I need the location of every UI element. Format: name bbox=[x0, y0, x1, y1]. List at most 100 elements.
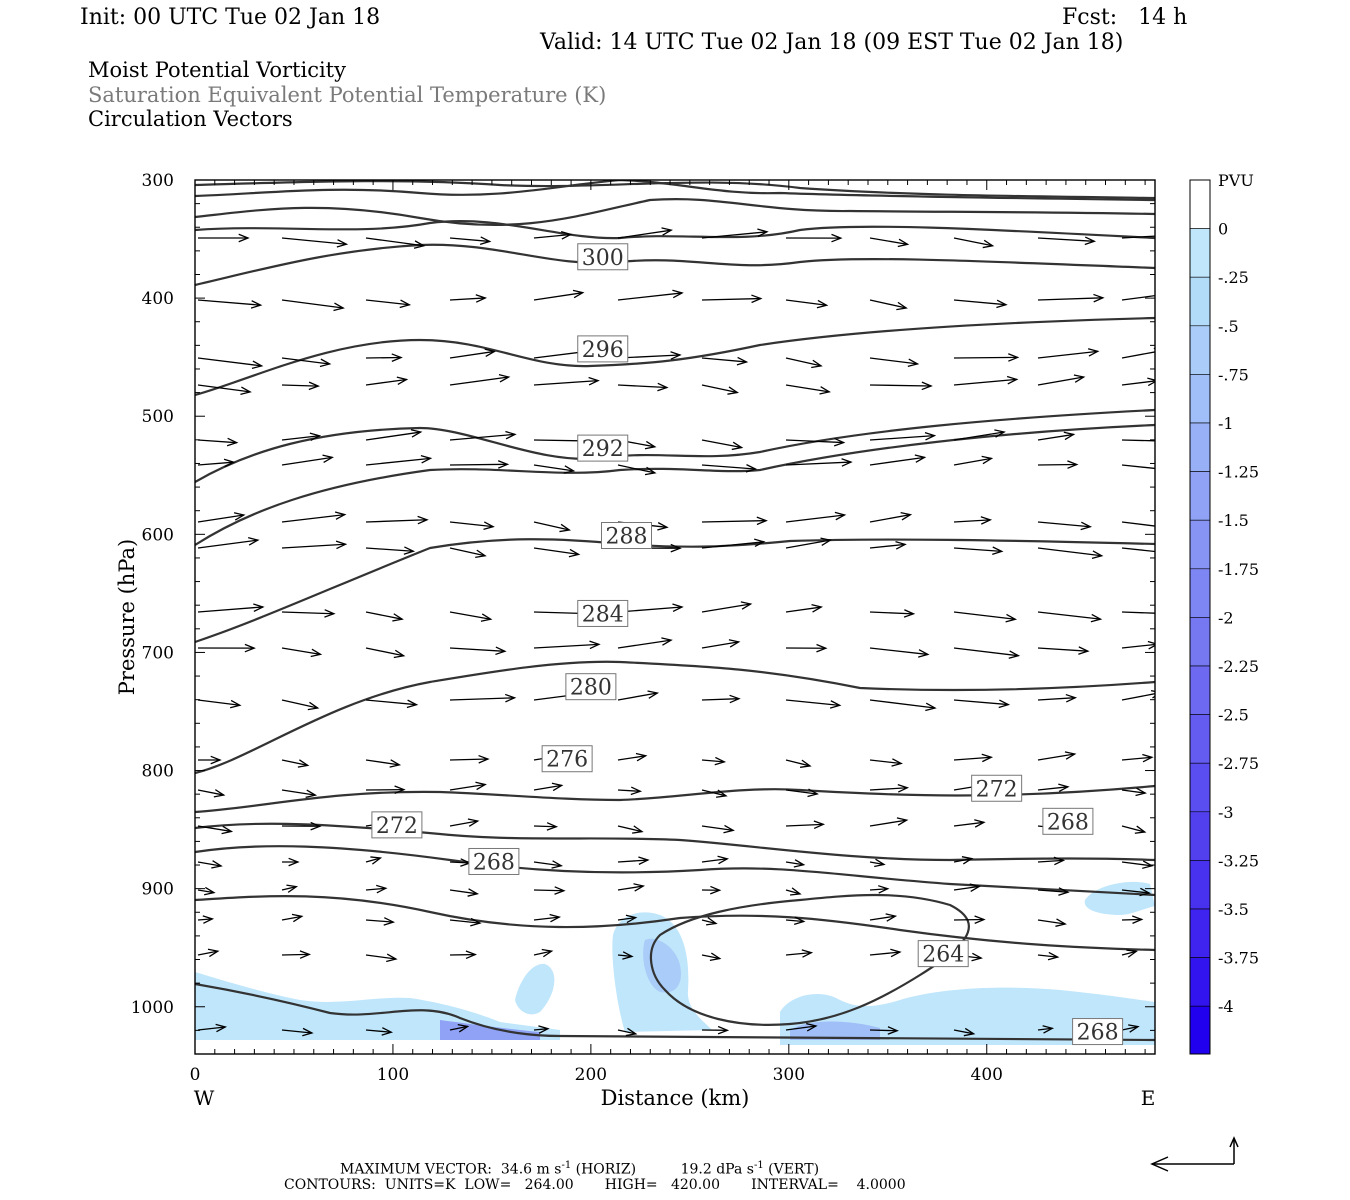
circulation-vector bbox=[281, 857, 300, 867]
x-tick-label: 200 bbox=[575, 1065, 607, 1085]
circulation-vector bbox=[785, 643, 828, 653]
circulation-vector bbox=[701, 756, 727, 766]
colorbar-label: -3.75 bbox=[1218, 949, 1259, 968]
circulation-vector bbox=[617, 603, 684, 613]
circulation-vector bbox=[869, 885, 890, 894]
circulation-vector bbox=[1121, 915, 1144, 925]
contour-line bbox=[195, 197, 1155, 226]
circulation-vector bbox=[1037, 887, 1070, 896]
circulation-vector bbox=[785, 511, 847, 523]
circulation-vector bbox=[953, 429, 1006, 441]
y-tick-label: 600 bbox=[142, 525, 174, 545]
contour-label-box bbox=[577, 434, 629, 462]
circulation-vector bbox=[197, 357, 264, 370]
circulation-vector bbox=[533, 860, 564, 869]
circulation-vector bbox=[449, 294, 488, 303]
circulation-vector bbox=[1037, 547, 1104, 559]
contour-line bbox=[195, 822, 1155, 862]
circulation-vector bbox=[197, 299, 263, 309]
circulation-vector bbox=[449, 547, 487, 559]
circulation-vector bbox=[785, 437, 846, 447]
circulation-vector bbox=[1037, 856, 1066, 866]
circulation-vector bbox=[197, 948, 220, 958]
circulation-vector bbox=[281, 884, 299, 893]
circulation-vector bbox=[785, 299, 829, 309]
x-tick-label: 100 bbox=[377, 1065, 409, 1085]
contour-label-box bbox=[917, 940, 969, 968]
circulation-vector bbox=[785, 233, 843, 243]
circulation-vector bbox=[869, 758, 903, 767]
circulation-vector bbox=[869, 431, 937, 441]
circulation-vector bbox=[197, 886, 216, 896]
circulation-vector bbox=[701, 356, 749, 366]
circulation-vector bbox=[785, 604, 823, 613]
circulation-vector bbox=[533, 822, 559, 831]
circulation-vector bbox=[1121, 825, 1147, 834]
contour-label-box bbox=[601, 522, 653, 550]
circulation-vector bbox=[701, 639, 741, 649]
circulation-vector bbox=[1121, 949, 1138, 958]
colorbar-label: -2.25 bbox=[1218, 657, 1259, 676]
circulation-vector bbox=[869, 299, 908, 311]
y-axis-label: Pressure (hPa) bbox=[115, 539, 139, 695]
circulation-vector bbox=[869, 237, 910, 248]
circulation-vector bbox=[533, 782, 564, 792]
mpv-shade-ne bbox=[1084, 881, 1155, 915]
y-tick-label: 800 bbox=[142, 762, 174, 782]
circulation-vector bbox=[1037, 783, 1070, 793]
circulation-vector bbox=[869, 784, 910, 793]
horiz-vector-tag: (HORIZ) bbox=[575, 1161, 637, 1178]
circulation-vector bbox=[1121, 547, 1155, 553]
colorbar-label: -.75 bbox=[1218, 365, 1249, 384]
colorbar-label: -1.5 bbox=[1218, 511, 1249, 530]
circulation-vector bbox=[1121, 347, 1155, 359]
circulation-vector bbox=[785, 788, 819, 798]
circulation-vector bbox=[701, 516, 768, 526]
colorbar-label: -.5 bbox=[1218, 317, 1239, 336]
contour-line bbox=[195, 538, 1155, 644]
contour-label: 296 bbox=[582, 338, 624, 363]
plot-axes: 0 100 200 300 400 300 400 500 600 700 800 900 1000 bbox=[131, 171, 1156, 1085]
y-tick-label: 900 bbox=[142, 880, 174, 900]
circulation-vector bbox=[785, 916, 806, 926]
circulation-vector bbox=[365, 611, 404, 622]
circulation-vector bbox=[869, 699, 937, 712]
circulation-vector bbox=[197, 603, 265, 613]
contour-label: 276 bbox=[546, 748, 588, 773]
circulation-vector bbox=[953, 915, 986, 924]
circulation-vector bbox=[1037, 460, 1079, 469]
circulation-vector bbox=[785, 859, 806, 868]
circulation-vector bbox=[617, 752, 648, 762]
circulation-vector bbox=[449, 611, 493, 622]
circulation-vector bbox=[365, 759, 402, 768]
contour-label-box bbox=[371, 811, 423, 839]
colorbar-box bbox=[1189, 179, 1211, 229]
x-tick-labels: 0 100 200 300 400 bbox=[190, 1065, 1003, 1085]
circulation-vector bbox=[365, 429, 423, 441]
vert-vector-value: 19.2 dPa s bbox=[680, 1161, 754, 1178]
colorbar-label: -1.25 bbox=[1218, 463, 1259, 482]
circulation-vector bbox=[617, 637, 673, 649]
y-tick-label: 400 bbox=[142, 289, 174, 309]
circulation-vector bbox=[953, 546, 1004, 556]
circulation-vector bbox=[281, 609, 336, 618]
circulation-vector bbox=[701, 538, 766, 549]
pvu-colorbar: PVU 0 -.25 -.5 -.75 -1 -1.25 -1.5 -1.75 -2 -2.25 -… bbox=[1189, 171, 1259, 1055]
colorbar-box bbox=[1189, 325, 1211, 375]
colorbar-box bbox=[1189, 860, 1211, 910]
circulation-vector bbox=[533, 886, 566, 895]
circulation-vector bbox=[785, 458, 853, 467]
circulation-vector bbox=[617, 351, 682, 360]
circulation-vector bbox=[281, 1027, 314, 1037]
circulation-vector bbox=[449, 646, 507, 656]
colorbar-box bbox=[1189, 1005, 1211, 1055]
circulation-vector bbox=[701, 384, 740, 395]
circulation-vector bbox=[617, 227, 673, 239]
colorbar-box bbox=[1189, 762, 1211, 813]
colorbar-box bbox=[1189, 908, 1211, 958]
y-tick-labels: 300 400 500 600 700 800 900 1000 bbox=[131, 171, 174, 1018]
contour-label-box bbox=[1072, 1018, 1124, 1046]
circulation-vector bbox=[365, 647, 406, 659]
circulation-vector bbox=[365, 454, 433, 466]
